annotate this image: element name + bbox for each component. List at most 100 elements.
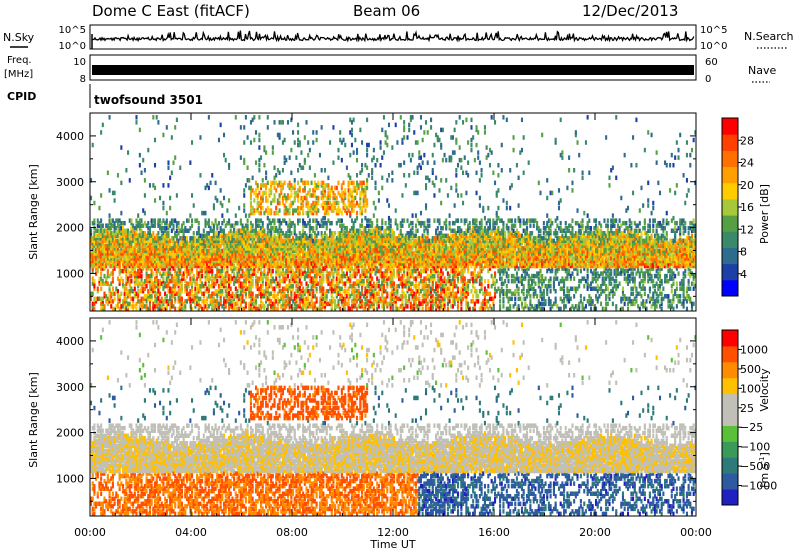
power-cell: [253, 210, 256, 216]
power-cell: [300, 243, 303, 249]
power-cell: [261, 291, 264, 297]
power-cell: [268, 296, 271, 302]
power-cell: [189, 261, 192, 266]
power-cell: [110, 223, 113, 228]
power-cell: [206, 233, 209, 239]
power-cell: [148, 276, 151, 281]
power-cell: [268, 243, 271, 249]
power-cell: [111, 231, 114, 236]
power-cell: [194, 253, 197, 259]
power-cell: [175, 271, 178, 276]
power-cell: [184, 228, 187, 233]
power-cell: [251, 291, 254, 297]
power-cell: [239, 281, 242, 286]
power-cell: [283, 263, 286, 269]
power-cell: [302, 210, 305, 216]
power-cell: [244, 251, 247, 256]
power-cell: [226, 266, 229, 271]
power-cell: [224, 304, 227, 309]
power-cell: [169, 243, 172, 249]
power-cell: [248, 256, 251, 261]
power-cell: [91, 246, 94, 251]
power-cell: [224, 278, 227, 284]
power-cell: [101, 233, 104, 239]
power-cell: [118, 266, 121, 271]
power-cell: [108, 299, 111, 304]
power-cell: [130, 231, 133, 236]
power-cell: [293, 273, 296, 279]
power-cell: [201, 268, 204, 274]
power-cell: [152, 236, 155, 241]
power-cell: [140, 236, 143, 241]
power-cell: [179, 304, 182, 309]
power-cell: [258, 210, 261, 216]
power-cell: [160, 306, 163, 312]
power-cell: [254, 283, 258, 289]
power-cell: [194, 246, 197, 251]
power-cell: [120, 210, 123, 216]
power-cell: [212, 223, 215, 228]
power-cell: [217, 220, 221, 226]
power-cell: [142, 248, 145, 254]
power-cell: [350, 132, 353, 138]
power-cell: [244, 223, 247, 228]
power-cell: [185, 283, 189, 289]
power-cell: [153, 294, 157, 299]
power-cell: [196, 263, 199, 269]
power-cell: [98, 276, 101, 281]
power-cell: [90, 243, 93, 249]
power-cell: [270, 278, 273, 284]
power-cell: [204, 261, 207, 266]
power-cell: [244, 256, 247, 261]
power-cell: [90, 253, 93, 259]
power-cell: [288, 286, 291, 291]
power-cell: [254, 294, 258, 299]
power-cell: [113, 291, 116, 297]
power-cell: [194, 281, 197, 286]
power-cell: [182, 246, 185, 251]
power-cell: [157, 296, 160, 302]
power-cell: [147, 236, 150, 241]
power-cell: [278, 236, 281, 241]
power-cell: [145, 241, 148, 246]
power-cell: [125, 231, 128, 236]
power-cell: [174, 218, 177, 223]
power-cell: [180, 306, 183, 312]
power-cell: [194, 248, 197, 254]
power-cell: [226, 278, 229, 284]
power-cell: [281, 273, 284, 279]
power-cell: [293, 258, 296, 264]
power-cell: [297, 130, 300, 135]
power-cell: [145, 253, 148, 259]
power-cell: [226, 263, 229, 269]
power-cell: [278, 208, 281, 213]
power-cell: [244, 278, 247, 284]
power-cell: [143, 193, 146, 198]
power-cell: [228, 281, 231, 286]
power-cell: [170, 220, 173, 226]
power-cell: [110, 220, 113, 226]
power-cell: [140, 258, 143, 264]
power-cell: [174, 289, 177, 294]
power-cell: [288, 304, 291, 309]
power-cell: [234, 253, 237, 259]
power-cell: [233, 243, 236, 249]
power-cell: [93, 241, 96, 246]
power-cell: [233, 273, 236, 279]
power-cell: [199, 246, 202, 251]
power-cell: [185, 238, 189, 244]
power-cell: [292, 278, 295, 284]
power-cell: [172, 276, 175, 281]
power-cell: [266, 236, 269, 241]
power-cell: [153, 304, 157, 309]
power-cell: [322, 273, 325, 279]
power-cell: [298, 271, 301, 276]
power-cell: [153, 261, 157, 266]
power-cell: [93, 286, 96, 291]
power-cell: [219, 188, 222, 193]
station-title: Dome C East (fitACF): [92, 2, 250, 20]
power-cell: [147, 276, 150, 281]
power-cell: [179, 236, 182, 241]
power-cell: [110, 258, 113, 264]
power-cell: [253, 306, 256, 312]
